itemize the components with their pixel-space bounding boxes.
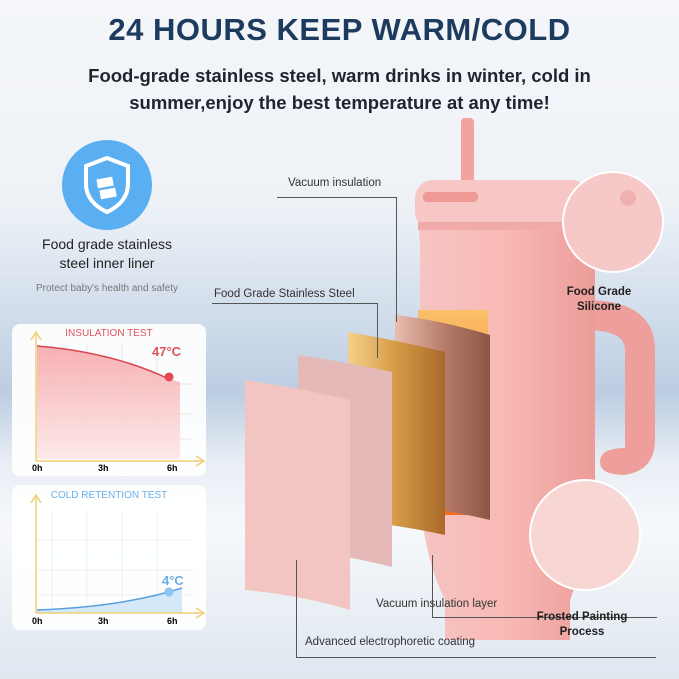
chart-title: INSULATION TEST	[65, 328, 153, 339]
leader-line	[432, 617, 657, 618]
callout-vacuum-layer: Vacuum insulation layer	[376, 598, 498, 610]
callout-silicone-line-1: Food Grade	[566, 286, 632, 298]
value-label: 47°C	[152, 344, 182, 359]
x-tick: 6h	[167, 463, 178, 473]
callout-frosted: Frosted Painting Process	[527, 610, 637, 640]
leader-line	[277, 197, 397, 198]
feature-text: Food grade stainless steel inner liner P…	[0, 235, 214, 298]
feature-caption: Protect baby's health and safety	[36, 283, 178, 294]
x-tick: 0h	[32, 616, 43, 626]
cold-end-point	[164, 587, 174, 597]
leader-line	[296, 560, 297, 658]
leader-line	[212, 303, 378, 304]
feature-line-2: steel inner liner	[59, 255, 155, 271]
insulation-area	[37, 346, 180, 459]
silicone-detail-circle	[562, 171, 664, 273]
cold-area	[37, 588, 182, 613]
value-label: 4°C	[162, 573, 184, 588]
x-tick: 0h	[32, 463, 43, 473]
callout-silicone-line-2: Silicone	[576, 301, 622, 313]
leader-line	[396, 197, 397, 322]
frosted-detail-circle	[529, 479, 641, 591]
callout-coating: Advanced electrophoretic coating	[305, 636, 476, 648]
feature-line-1: Food grade stainless	[42, 236, 172, 252]
straw	[461, 118, 474, 188]
callout-silicone: Food Grade Silicone	[555, 285, 643, 315]
x-tick: 3h	[98, 616, 109, 626]
insulation-line	[36, 345, 170, 380]
layer-coating	[245, 380, 350, 610]
callout-stainless-steel: Food Grade Stainless Steel	[214, 288, 355, 300]
subtitle-line-2: summer,enjoy the best temperature at any…	[129, 92, 550, 113]
subtitle: Food-grade stainless steel, warm drinks …	[0, 62, 679, 116]
leader-line	[432, 555, 433, 617]
chart-title: COLD RETENTION TEST	[50, 490, 168, 501]
page-title: 24 HOURS KEEP WARM/COLD	[108, 12, 571, 47]
leader-line	[377, 303, 378, 358]
leader-line	[296, 657, 656, 658]
shield-steel-icon	[62, 140, 152, 230]
insulation-end-point	[164, 372, 174, 382]
x-tick: 6h	[167, 616, 178, 626]
subtitle-line-1: Food-grade stainless steel, warm drinks …	[88, 65, 591, 86]
cold-retention-test-chart: COLD RETENTION TEST 4°C 0h 3h 6h	[12, 485, 206, 630]
callout-frosted-line-2: Process	[559, 626, 605, 638]
handle	[585, 300, 655, 475]
x-tick: 3h	[98, 463, 109, 473]
callout-vacuum-insulation: Vacuum insulation	[288, 177, 382, 189]
callout-frosted-line-1: Frosted Painting	[536, 611, 628, 623]
insulation-test-chart: INSULATION TEST 47°C 0h 3h 6h	[12, 324, 206, 476]
